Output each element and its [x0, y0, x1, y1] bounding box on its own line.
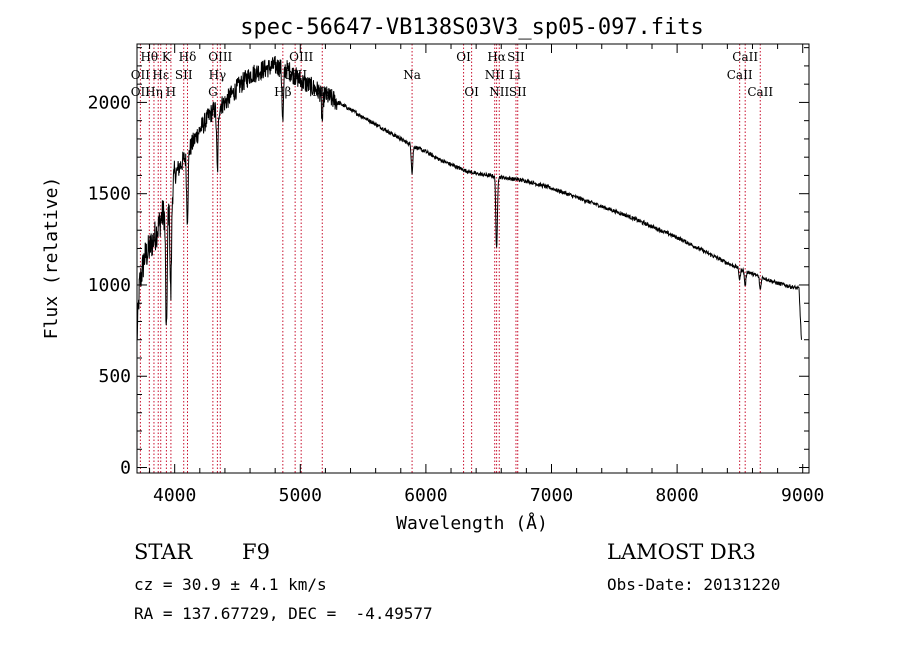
line-marker-label: CaII: [732, 50, 758, 64]
survey-name: LAMOST DR3: [607, 540, 756, 564]
x-tick-label: 7000: [530, 485, 573, 506]
x-tick-label: 5000: [279, 485, 322, 506]
line-marker-label: OI: [464, 85, 479, 99]
y-tick-label: 2000: [88, 92, 131, 113]
line-marker-label: OIII: [208, 50, 232, 64]
line-marker-label: OIII: [289, 50, 313, 64]
line-marker-label: Na: [403, 68, 421, 82]
line-marker-label: SII: [175, 68, 193, 82]
spectral-subclass: F9: [242, 540, 270, 564]
spectrum-series: [136, 55, 802, 462]
line-marker-label: OII: [131, 68, 151, 82]
line-marker-label: Li: [509, 68, 521, 82]
line-marker-label: CaII: [747, 85, 773, 99]
y-tick-label: 0: [120, 458, 131, 479]
line-marker-label: CaII: [727, 68, 753, 82]
x-tick-label: 9000: [781, 485, 824, 506]
x-axis-label: Wavelength (Å): [396, 512, 548, 534]
x-tick-label: 8000: [655, 485, 698, 506]
y-axis-label: Flux (relative): [41, 177, 62, 340]
line-marker-label: Hβ: [274, 85, 291, 99]
y-tick-label: 1500: [88, 184, 131, 205]
y-tick-label: 1000: [88, 275, 131, 296]
spectrum-line: [136, 55, 802, 462]
line-marker-label: OI: [456, 50, 471, 64]
y-tick-label: 500: [98, 366, 131, 387]
x-tick-label: 6000: [404, 485, 447, 506]
line-marker-label: Hθ: [140, 50, 158, 64]
line-marker-label: Hα: [487, 50, 506, 64]
line-marker-label: SII: [507, 50, 525, 64]
line-marker-label: G: [208, 85, 218, 99]
line-marker-label: NII: [485, 68, 505, 82]
line-marker-label: Hγ: [209, 68, 227, 82]
redshift-readout: cz = 30.9 ± 4.1 km/s: [134, 575, 327, 594]
object-class: STAR: [134, 540, 193, 564]
line-marker-label: H: [166, 85, 176, 99]
obs-date: Obs-Date: 20131220: [607, 575, 781, 594]
line-marker-label: Hη: [145, 85, 163, 99]
plot-frame: [136, 43, 810, 474]
line-marker-label: SII: [509, 85, 527, 99]
line-marker-label: Hε: [152, 68, 169, 82]
line-marker-label: NII: [489, 85, 509, 99]
line-marker-label: Hδ: [179, 50, 197, 64]
line-marker-label: K: [162, 50, 172, 64]
axis-ticks: 4000 5000 6000 7000 8000 9000 0 500 1000 1500 2000: [88, 44, 824, 506]
coordinates: RA = 137.67729, DEC = -4.49577: [134, 604, 433, 623]
line-marker-label: OII: [131, 85, 151, 99]
x-tick-label: 4000: [153, 485, 196, 506]
chart-title: spec-56647-VB138S03V3_sp05-097.fits: [240, 15, 704, 40]
